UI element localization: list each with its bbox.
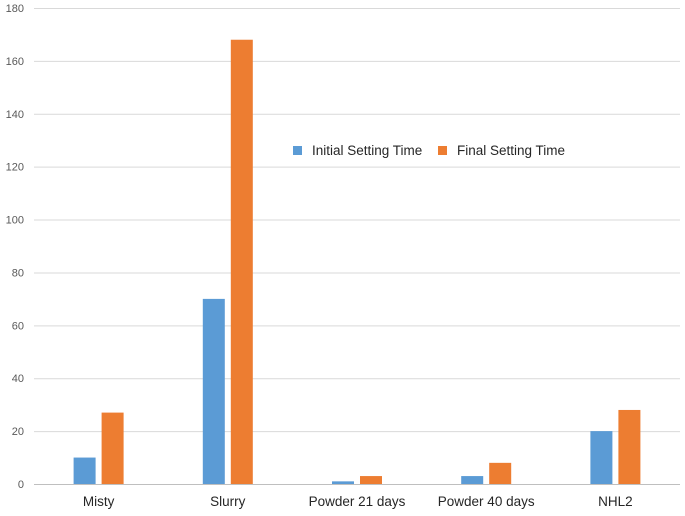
y-tick-label: 60: [12, 320, 24, 332]
legend-label: Final Setting Time: [457, 143, 565, 158]
bar-final-0: [101, 412, 124, 484]
y-tick-label: 40: [12, 373, 24, 385]
bar-initial-0: [73, 457, 96, 484]
bar-final-3: [489, 462, 512, 484]
y-tick-label: 180: [6, 3, 24, 15]
bar-initial-3: [461, 476, 484, 484]
gridlines: [34, 8, 680, 433]
legend-swatch: [293, 146, 302, 155]
bar-initial-2: [332, 481, 354, 484]
y-tick-label: 20: [12, 426, 24, 438]
y-tick-label: 120: [6, 162, 24, 174]
y-tick-label: 140: [6, 109, 24, 121]
y-axis-tick-labels: 0 20 40 60 80 100 120 140 160 180: [6, 3, 24, 491]
legend-swatch: [438, 146, 447, 155]
bar-final-2: [360, 476, 382, 484]
x-category-label: Slurry: [210, 494, 246, 509]
bar-final-1: [230, 39, 253, 484]
bar-initial-1: [202, 298, 225, 484]
y-tick-label: 0: [18, 479, 24, 491]
x-category-label: Misty: [83, 494, 115, 509]
x-category-label: NHL2: [598, 494, 633, 509]
bar-final-4: [618, 409, 641, 484]
y-tick-label: 160: [6, 56, 24, 68]
legend: Initial Setting Time Final Setting Time: [293, 143, 565, 158]
y-tick-label: 100: [6, 215, 24, 227]
x-axis-category-labels: Misty Slurry Powder 21 days Powder 40 days N…: [83, 494, 633, 509]
legend-label: Initial Setting Time: [312, 143, 422, 158]
x-category-label: Powder 21 days: [309, 494, 406, 509]
bars: [73, 39, 641, 484]
y-tick-label: 80: [12, 267, 24, 279]
x-category-label: Powder 40 days: [438, 494, 535, 509]
bar-initial-4: [590, 431, 613, 484]
